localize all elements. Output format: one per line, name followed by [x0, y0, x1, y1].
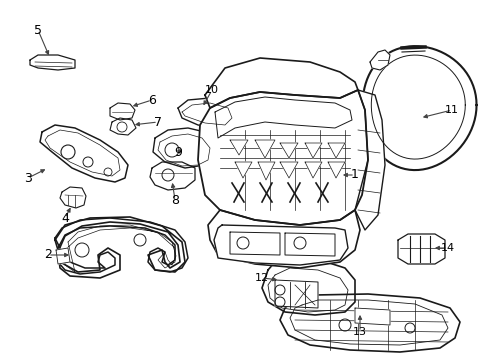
- Polygon shape: [55, 218, 188, 274]
- Polygon shape: [280, 162, 298, 178]
- Polygon shape: [398, 234, 445, 264]
- Polygon shape: [214, 225, 348, 265]
- Polygon shape: [255, 140, 275, 158]
- Polygon shape: [285, 233, 335, 256]
- Polygon shape: [275, 280, 318, 308]
- Polygon shape: [230, 140, 248, 155]
- Polygon shape: [328, 162, 345, 178]
- Polygon shape: [328, 143, 345, 158]
- Polygon shape: [55, 217, 185, 278]
- Text: 1: 1: [351, 168, 359, 181]
- Polygon shape: [56, 248, 70, 264]
- Polygon shape: [355, 90, 385, 230]
- Text: 13: 13: [353, 327, 367, 337]
- Polygon shape: [30, 55, 75, 70]
- Text: 2: 2: [44, 248, 52, 261]
- Polygon shape: [258, 162, 275, 180]
- Polygon shape: [230, 232, 280, 255]
- Polygon shape: [235, 162, 252, 178]
- Polygon shape: [205, 58, 358, 108]
- Text: 5: 5: [34, 23, 42, 36]
- Text: 6: 6: [148, 94, 156, 107]
- Polygon shape: [198, 90, 368, 225]
- Polygon shape: [40, 125, 128, 182]
- Polygon shape: [153, 128, 215, 168]
- Polygon shape: [280, 294, 460, 352]
- Polygon shape: [178, 98, 238, 128]
- Text: 4: 4: [61, 211, 69, 225]
- Polygon shape: [280, 143, 298, 158]
- Polygon shape: [370, 50, 390, 70]
- Text: 10: 10: [205, 85, 219, 95]
- Polygon shape: [150, 162, 195, 190]
- Polygon shape: [363, 46, 477, 170]
- Polygon shape: [262, 258, 355, 315]
- Text: 3: 3: [24, 171, 32, 184]
- Polygon shape: [110, 118, 136, 135]
- Text: 9: 9: [174, 145, 182, 158]
- Text: 14: 14: [441, 243, 455, 253]
- Text: 12: 12: [255, 273, 269, 283]
- Text: 11: 11: [445, 105, 459, 115]
- Polygon shape: [110, 103, 135, 120]
- Polygon shape: [355, 308, 390, 325]
- Polygon shape: [208, 210, 360, 268]
- Polygon shape: [305, 162, 322, 178]
- Text: 7: 7: [154, 116, 162, 129]
- Text: 8: 8: [171, 194, 179, 207]
- Polygon shape: [305, 143, 322, 158]
- Polygon shape: [60, 187, 86, 208]
